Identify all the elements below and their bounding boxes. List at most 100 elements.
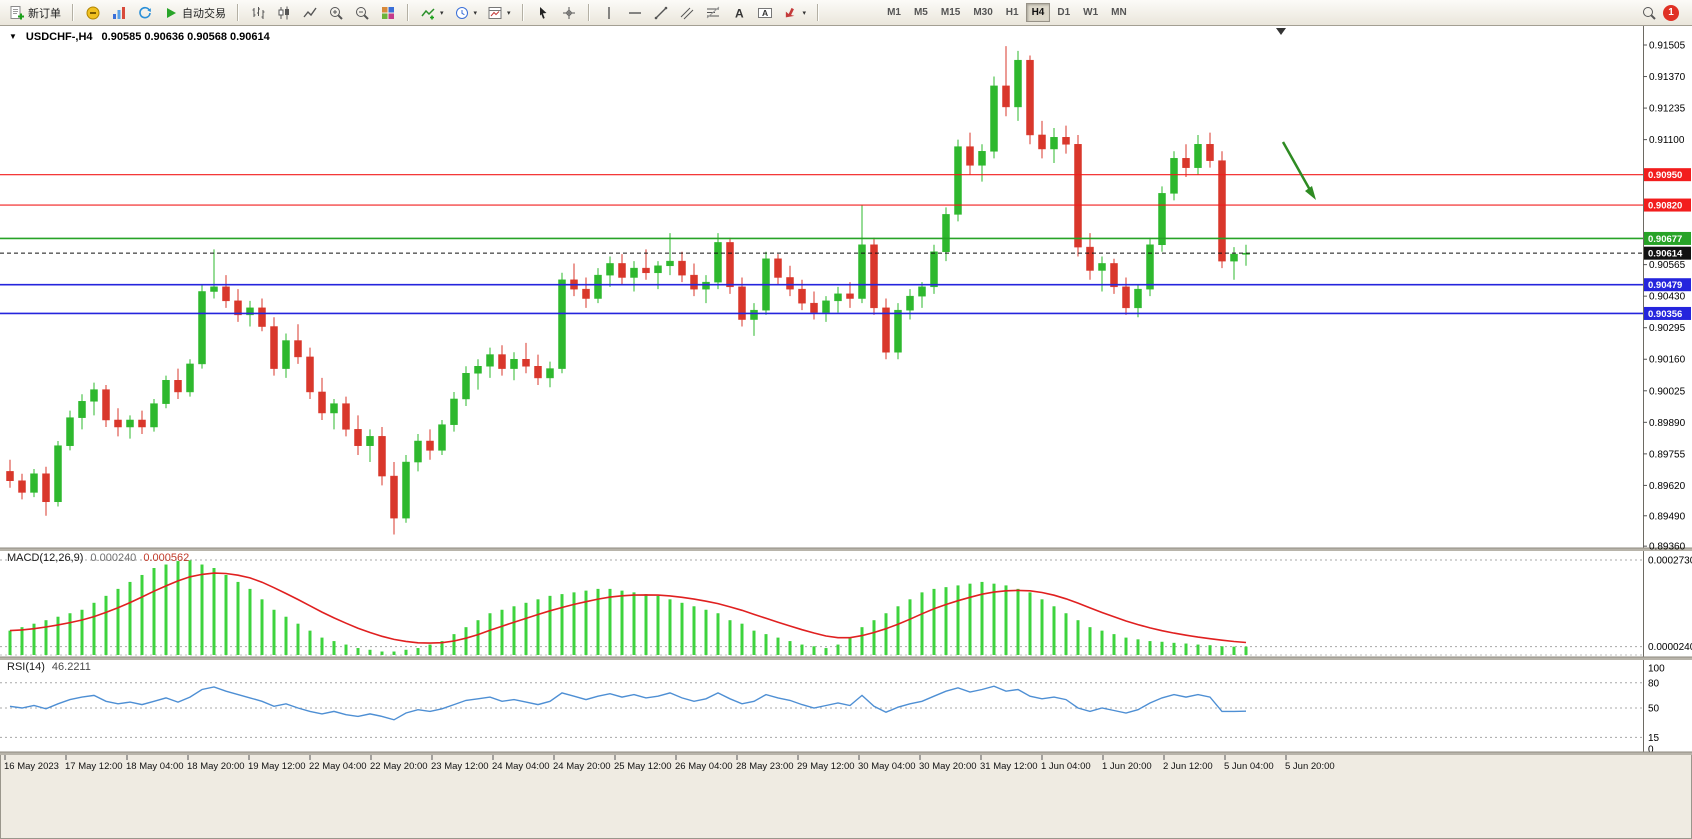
svg-text:22 May 04:00: 22 May 04:00 — [309, 761, 367, 772]
price-scale: 0.91505 0.91370 0.91235 0.91100 0.90565 0.904… — [1643, 41, 1686, 553]
autotrading-label: 自动交易 — [182, 7, 226, 20]
svg-text:29 May 12:00: 29 May 12:00 — [797, 761, 855, 772]
line-chart-button[interactable] — [298, 2, 322, 23]
macd-name: MACD(12,26,9) — [7, 552, 84, 564]
panel-separator — [0, 548, 1692, 551]
svg-text:5 Jun 20:00: 5 Jun 20:00 — [1285, 761, 1335, 772]
svg-text:0.89890: 0.89890 — [1649, 418, 1686, 429]
trendline-button[interactable] — [649, 2, 673, 23]
svg-text:0: 0 — [1648, 745, 1654, 756]
svg-text:0.89620: 0.89620 — [1649, 481, 1686, 492]
bar-chart-icon — [252, 6, 265, 19]
timeframe-m5-button[interactable]: M5 — [908, 3, 934, 22]
refresh-icon — [139, 6, 151, 18]
vertical-line-button[interactable] — [597, 2, 621, 23]
svg-text:0.90430: 0.90430 — [1649, 292, 1686, 303]
bar-chart-button[interactable] — [246, 2, 270, 23]
templates-icon — [488, 6, 502, 19]
timeframe-h4-button[interactable]: H4 — [1025, 3, 1051, 22]
svg-text:0.89360: 0.89360 — [1649, 542, 1686, 553]
notification-badge[interactable]: 1 — [1663, 4, 1679, 21]
text-label-icon: A — [757, 7, 772, 18]
arrows-icon — [785, 7, 794, 17]
fibonacci-button[interactable] — [701, 2, 725, 23]
metaeditor-icon — [86, 6, 100, 19]
svg-text:1 Jun 20:00: 1 Jun 20:00 — [1102, 761, 1152, 772]
svg-text:18 May 20:00: 18 May 20:00 — [187, 761, 245, 772]
text-button[interactable]: A — [727, 2, 751, 23]
cursor-button[interactable] — [531, 2, 555, 23]
cursor-icon — [539, 6, 547, 19]
new-order-button[interactable]: 新订单 — [5, 2, 65, 23]
svg-text:A: A — [735, 6, 744, 20]
charts-icon — [113, 6, 125, 19]
periods-clock-icon — [455, 6, 468, 19]
time-axis: 16 May 2023 17 May 12:00 18 May 04:00 18 Ma… — [4, 755, 1335, 772]
crosshair-button[interactable] — [557, 2, 581, 23]
refresh-button[interactable] — [133, 2, 157, 23]
timeframe-w1-button[interactable]: W1 — [1077, 3, 1104, 22]
timeframe-d1-button[interactable]: D1 — [1051, 3, 1076, 22]
toolbar-separator — [521, 4, 524, 21]
svg-text:31 May 12:00: 31 May 12:00 — [980, 761, 1038, 772]
main-toolbar: 新订单 自动交易 — [0, 0, 1692, 26]
crosshair-icon — [562, 6, 575, 19]
chart-background — [0, 26, 1692, 752]
timeframe-mn-button[interactable]: MN — [1105, 3, 1133, 22]
periods-button[interactable]: ▾ — [450, 2, 482, 23]
rsi-line — [9, 685, 1247, 721]
svg-text:24 May 20:00: 24 May 20:00 — [553, 761, 611, 772]
svg-text:0.89490: 0.89490 — [1649, 511, 1686, 522]
timeframe-m15-button[interactable]: M15 — [935, 3, 966, 22]
equidistant-channel-button[interactable] — [675, 2, 699, 23]
timeframe-m30-button[interactable]: M30 — [967, 3, 998, 22]
arrows-button[interactable]: ▾ — [779, 2, 811, 23]
svg-text:17 May 12:00: 17 May 12:00 — [65, 761, 123, 772]
rsi-value: 46.2211 — [51, 661, 91, 673]
symbol-dropdown-icon[interactable]: ▼ — [9, 32, 17, 41]
horizontal-level-lines — [0, 174, 1643, 315]
zoom-in-button[interactable] — [324, 2, 348, 23]
svg-text:0.90160: 0.90160 — [1649, 355, 1686, 366]
timeframe-m1-button[interactable]: M1 — [881, 3, 907, 22]
search-button[interactable] — [1637, 2, 1661, 23]
svg-text:0.0002730: 0.0002730 — [1648, 556, 1692, 567]
charts-button[interactable] — [107, 2, 131, 23]
svg-text:30 May 04:00: 30 May 04:00 — [858, 761, 916, 772]
symbol-period-label: USDCHF-,H4 — [25, 31, 93, 43]
metaeditor-button[interactable] — [81, 2, 105, 23]
new-order-label: 新订单 — [28, 7, 61, 20]
svg-text:30 May 20:00: 30 May 20:00 — [919, 761, 977, 772]
toolbar-separator — [237, 4, 239, 21]
svg-text:0.90565: 0.90565 — [1649, 260, 1686, 271]
tile-windows-button[interactable] — [376, 2, 400, 23]
trendline-icon — [654, 6, 667, 19]
autotrading-button[interactable]: 自动交易 — [159, 2, 230, 23]
autotrading-play-icon — [167, 7, 176, 18]
rsi-panel: 100 80 50 150 — [0, 664, 1665, 756]
horizontal-line-button[interactable] — [623, 2, 647, 23]
templates-button[interactable]: ▾ — [483, 2, 515, 23]
zoom-out-button[interactable] — [350, 2, 374, 23]
text-label-button[interactable]: A — [753, 2, 777, 23]
candlestick-button[interactable] — [272, 2, 296, 23]
svg-text:16 May 2023: 16 May 2023 — [4, 761, 59, 772]
svg-text:5 Jun 04:00: 5 Jun 04:00 — [1224, 761, 1274, 772]
timeframe-toolbar: M1 M5 M15 M30 H1 H4 D1 W1 MN — [881, 3, 1133, 22]
macd-histogram — [8, 560, 1248, 655]
svg-text:0.90677: 0.90677 — [1648, 234, 1682, 245]
svg-text:100: 100 — [1648, 664, 1665, 675]
svg-text:0.90479: 0.90479 — [1648, 280, 1682, 291]
chevron-down-icon: ▾ — [440, 9, 444, 17]
svg-text:18 May 04:00: 18 May 04:00 — [126, 761, 184, 772]
panel-separator — [0, 657, 1692, 660]
svg-text:15: 15 — [1648, 733, 1660, 744]
timeframe-h1-button[interactable]: H1 — [1000, 3, 1025, 22]
zoom-in-icon — [330, 6, 343, 20]
macd-main-value: 0.000240 — [90, 552, 137, 564]
chevron-down-icon: ▾ — [507, 9, 511, 17]
svg-text:0.90356: 0.90356 — [1648, 309, 1682, 320]
indicators-button[interactable]: ▾ — [416, 2, 448, 23]
svg-text:26 May 04:00: 26 May 04:00 — [675, 761, 733, 772]
